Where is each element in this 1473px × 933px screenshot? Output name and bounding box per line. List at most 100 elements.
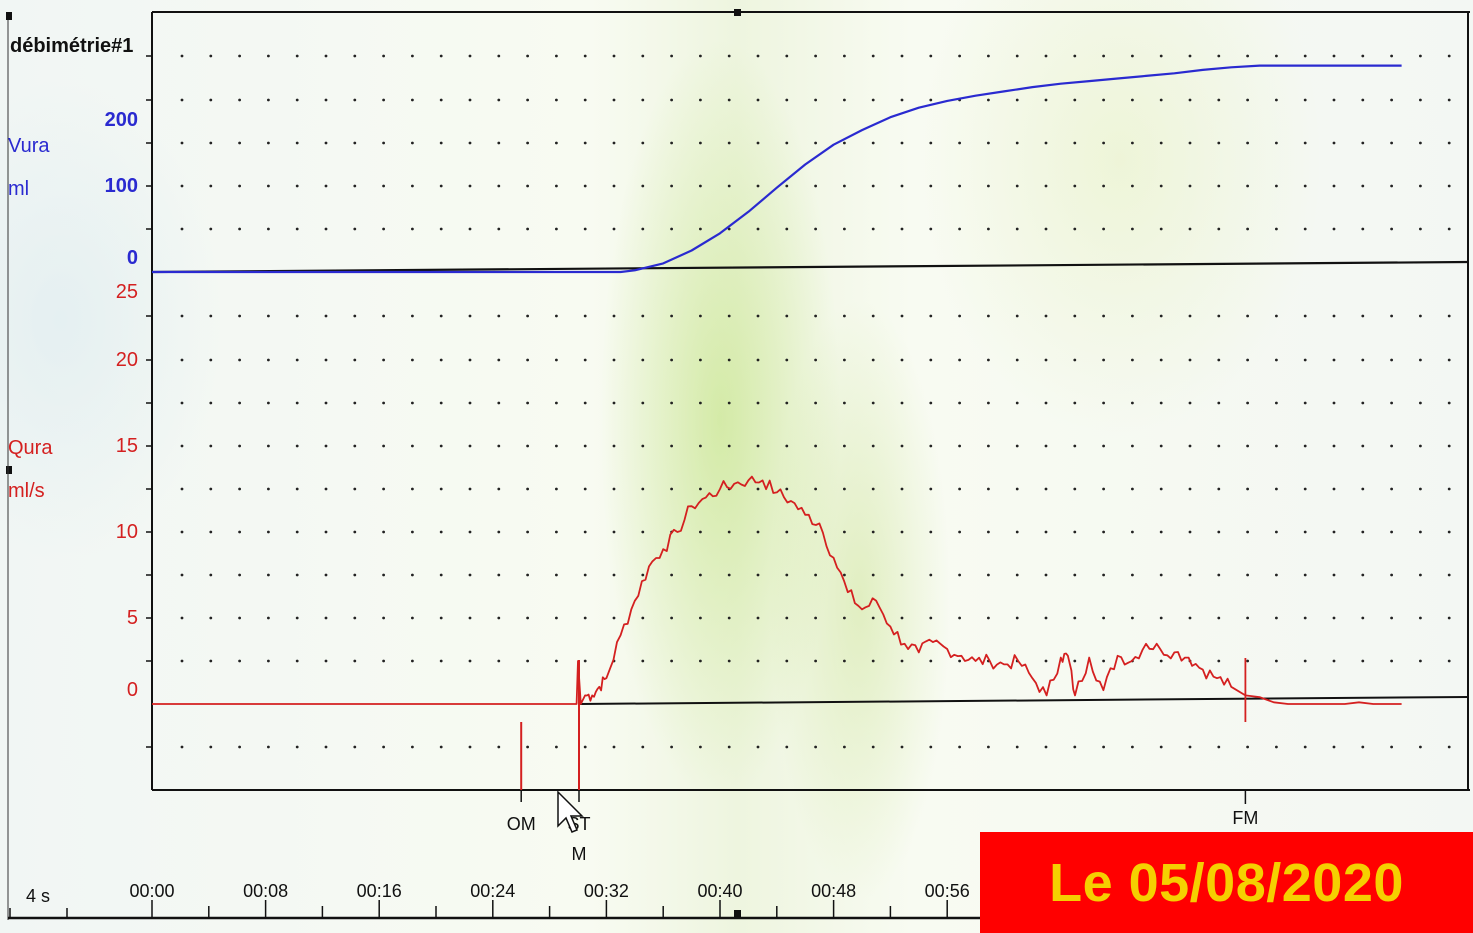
grid-dot: [439, 401, 443, 405]
grid-dot: [1217, 314, 1221, 318]
grid-dot: [871, 141, 875, 145]
grid-dot: [1332, 745, 1336, 749]
grid-dot: [555, 573, 558, 577]
grid-dot: [958, 184, 961, 188]
grid-dot: [295, 227, 299, 231]
grid-dot: [987, 401, 990, 405]
volume-line: [152, 64, 1402, 274]
grid-dot: [324, 141, 328, 145]
grid-dot: [1188, 745, 1192, 749]
grid-dot: [295, 573, 299, 577]
grid-dot: [612, 530, 616, 534]
grid-dot: [180, 573, 184, 577]
grid-dot: [900, 444, 904, 448]
grid-dot: [1361, 358, 1365, 362]
grid-dot: [497, 358, 501, 362]
grid-dot: [929, 227, 933, 231]
grid-dot: [612, 184, 616, 188]
grid-dot: [1246, 227, 1249, 231]
grid-dot: [324, 98, 328, 102]
grid-dot: [295, 487, 299, 491]
grid-dot: [1015, 745, 1019, 749]
grid-dot: [1447, 401, 1451, 405]
grid-dot: [468, 54, 472, 58]
grid-dot: [1044, 573, 1048, 577]
grid-dot: [1332, 659, 1336, 663]
grid-dot: [238, 659, 242, 663]
grid-dot: [267, 573, 270, 577]
grid-dot: [497, 745, 501, 749]
grid-dot: [1390, 54, 1393, 58]
grid-dot: [468, 616, 472, 620]
grid-dot: [411, 314, 414, 318]
time-tick-label: 00:00: [129, 881, 174, 901]
grid-dot: [267, 98, 270, 102]
grid-dot: [295, 54, 299, 58]
grid-dot: [987, 98, 990, 102]
grid-dot: [1447, 227, 1451, 231]
grid-dot: [1073, 358, 1077, 362]
grid-dot: [958, 444, 961, 448]
grid-dot: [1131, 227, 1134, 231]
grid-dot: [871, 358, 875, 362]
grid-dot: [1246, 184, 1249, 188]
grid-dot: [1303, 745, 1307, 749]
grid-dot: [209, 401, 213, 405]
grid-dot: [871, 184, 875, 188]
grid-dot: [612, 745, 616, 749]
grid-dot: [958, 487, 961, 491]
grid-dot: [1015, 141, 1019, 145]
grid-dot: [1303, 358, 1307, 362]
grid-dot: [1361, 98, 1365, 102]
grid-dot: [670, 745, 673, 749]
grid-dot: [814, 227, 817, 231]
grid-dot: [1073, 141, 1077, 145]
grid-dot: [209, 227, 213, 231]
grid-dot: [439, 141, 443, 145]
grid-dot: [1246, 573, 1249, 577]
grid-dot: [1159, 573, 1163, 577]
grid-dot: [756, 184, 760, 188]
marker-om-label: OM: [507, 814, 536, 834]
grid-dot: [1303, 659, 1307, 663]
grid-dot: [1419, 745, 1422, 749]
grid-dot: [1332, 487, 1336, 491]
flow-tick-label: 10: [116, 521, 138, 543]
grid-dot: [670, 98, 673, 102]
grid-dot: [1159, 358, 1163, 362]
grid-dot: [1102, 227, 1105, 231]
grid-dot: [1044, 54, 1048, 58]
grid-dot: [468, 745, 472, 749]
grid-dot: [1332, 530, 1336, 534]
grid-dot: [987, 616, 990, 620]
grid-dot: [670, 573, 673, 577]
grid-dot: [1102, 314, 1105, 318]
grid-dot: [439, 54, 443, 58]
grid-dot: [555, 54, 558, 58]
grid-dot: [1073, 54, 1077, 58]
grid-dot: [1275, 487, 1278, 491]
grid-dot: [785, 573, 789, 577]
dot-grid: [180, 54, 1451, 749]
grid-dot: [785, 745, 789, 749]
grid-dot: [439, 530, 443, 534]
grid-dot: [756, 314, 760, 318]
grid-dot: [1390, 659, 1393, 663]
grid-dot: [871, 616, 875, 620]
grid-dot: [814, 358, 817, 362]
grid-dot: [929, 184, 933, 188]
grid-dot: [641, 141, 645, 145]
grid-dot: [1015, 358, 1019, 362]
grid-dot: [468, 487, 472, 491]
grid-dot: [180, 358, 184, 362]
grid-dot: [555, 444, 558, 448]
grid-dot: [1015, 530, 1019, 534]
grid-dot: [439, 659, 443, 663]
grid-dot: [324, 745, 328, 749]
grid-dot: [1131, 487, 1134, 491]
grid-dot: [843, 745, 846, 749]
grid-dot: [900, 141, 904, 145]
chart-frame: [6, 9, 1470, 920]
grid-dot: [439, 444, 443, 448]
grid-dot: [929, 98, 933, 102]
